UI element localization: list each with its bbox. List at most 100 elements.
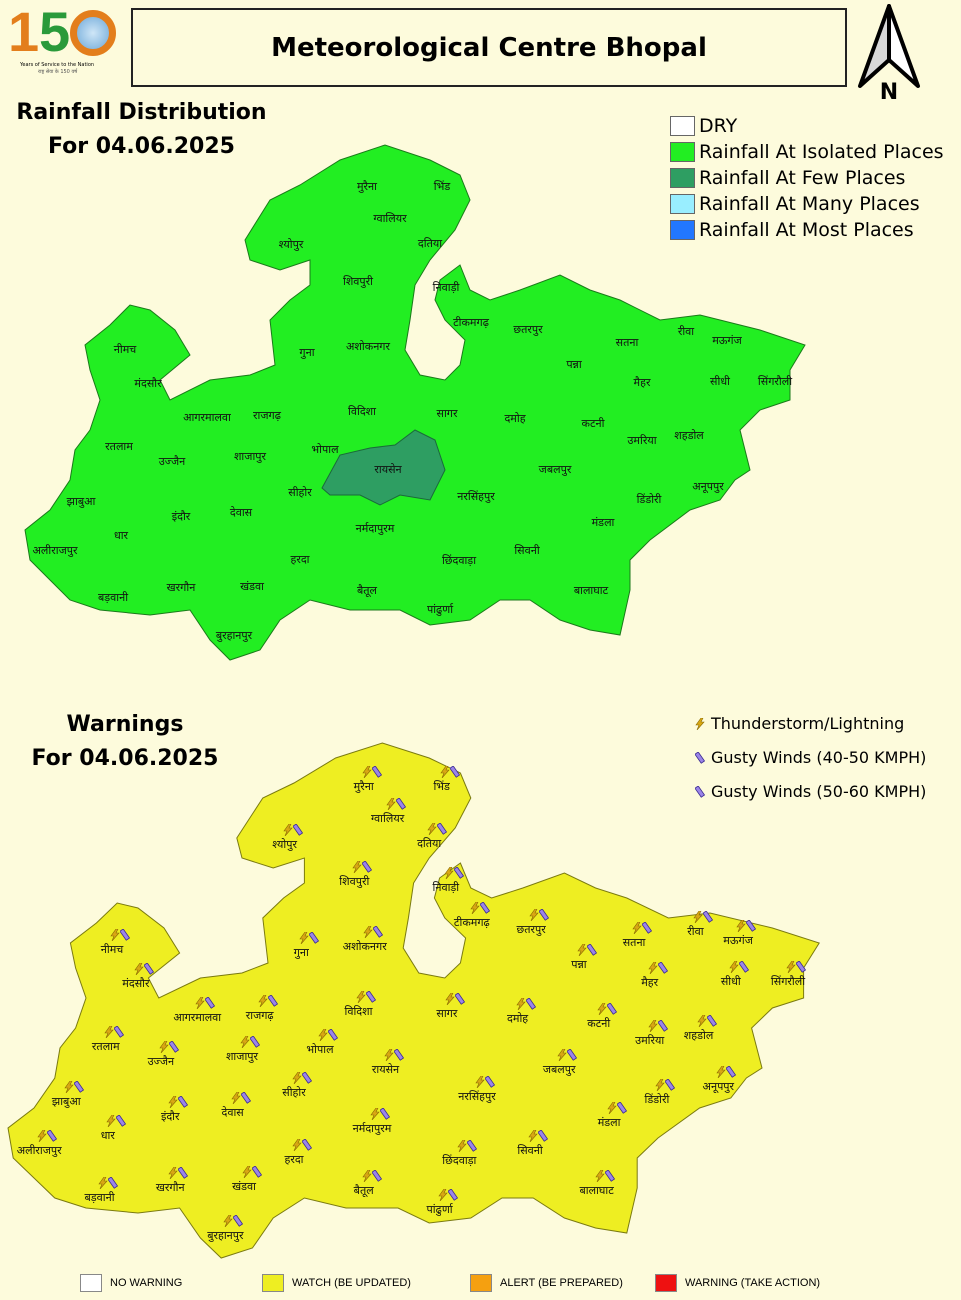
lightning-icon (299, 932, 309, 944)
warnings-title: Warnings For 04.06.2025 (10, 708, 240, 776)
lightning-icon (695, 718, 705, 730)
wind-icon (252, 1166, 263, 1178)
wind-icon (178, 1096, 189, 1108)
lightning-icon (470, 902, 480, 914)
lightning-icon (736, 920, 746, 932)
district-label: बड़वानी (84, 1191, 115, 1204)
district-label: मैहर (633, 376, 651, 389)
wind-icon (113, 1026, 124, 1038)
district-label: भोपाल (311, 443, 339, 456)
district-label: उज्जैन (158, 455, 186, 468)
lightning-icon (168, 1096, 178, 1108)
wind-icon (726, 1066, 737, 1078)
legend-label: Gusty Winds (50-60 KMPH) (711, 782, 927, 801)
lightning-icon (363, 926, 373, 938)
district-label: मंदसौर (134, 377, 162, 390)
lightning-icon (134, 963, 144, 975)
wind-icon (143, 963, 154, 975)
lightning-icon (318, 1029, 328, 1041)
warning-level-item: NO WARNING (80, 1274, 182, 1292)
district-label: देवास (221, 1106, 244, 1119)
district-label: निवाड़ी (432, 881, 460, 894)
wind-icon (617, 1102, 628, 1114)
lightning-icon (383, 1049, 394, 1061)
rainfall-date: For 04.06.2025 (48, 134, 235, 159)
wind-icon (107, 1177, 118, 1189)
district-label: बैतूल (353, 1184, 374, 1197)
rainfall-title: Rainfall Distribution For 04.06.2025 (4, 96, 279, 164)
lightning-icon (457, 1140, 468, 1152)
lightning-icon (729, 961, 739, 973)
wind-icon (115, 1115, 126, 1127)
district-label: उमरिया (635, 1034, 665, 1047)
district-label: बैतूल (356, 584, 378, 597)
lightning-icon (97, 1177, 108, 1189)
district-label: पांढुर्णा (426, 1203, 453, 1216)
district-label: डिंडोरी (636, 493, 662, 506)
wind-icon (746, 920, 757, 932)
district-label: नीमच (113, 343, 137, 356)
wind-icon (372, 926, 383, 938)
lightning-icon (292, 1139, 302, 1151)
district-label: शिवपुरी (342, 275, 374, 288)
wind-icon (74, 1081, 85, 1093)
lightning-icon (528, 1130, 538, 1142)
district-label: दतिया (417, 237, 443, 250)
district-label: बड़वानी (97, 591, 129, 604)
legend-swatch (262, 1274, 284, 1292)
legend-swatch (470, 1274, 492, 1292)
lightning-icon (362, 766, 372, 778)
wind-icon (695, 752, 705, 764)
wind-icon (586, 944, 597, 956)
wind-icon (178, 1167, 189, 1179)
district-label: धार (100, 1129, 115, 1142)
page-title: Meteorological Centre Bhopal (131, 8, 847, 87)
district-label: रायसेन (374, 463, 402, 476)
district-label: पन्ना (566, 358, 582, 371)
wind-icon (449, 766, 460, 778)
district-label: जबलपुर (538, 463, 572, 476)
logo-tagline-hindi: राष्ट्र सेवा के 150 वर्ष (38, 69, 78, 75)
district-label: धार (113, 529, 129, 542)
warning-level-item: ALERT (BE PREPARED) (470, 1274, 623, 1292)
lightning-icon (37, 1130, 47, 1142)
district-label: ग्वालियर (370, 812, 405, 825)
district-label: उज्जैन (147, 1055, 175, 1068)
district-label: शाजापुर (225, 1050, 259, 1063)
lightning-icon (258, 995, 268, 1007)
district-label: उमरिया (627, 434, 657, 447)
district-label: कटनी (587, 1017, 611, 1030)
wind-icon (366, 991, 377, 1003)
district-label: रतलाम (105, 440, 133, 453)
lightning-icon (110, 929, 120, 941)
lightning-icon (597, 1003, 607, 1015)
wind-icon (393, 1049, 404, 1061)
legend-label: WATCH (BE UPDATED) (292, 1277, 411, 1289)
district-label: झाबुआ (66, 495, 96, 508)
lightning-icon (370, 1108, 380, 1120)
legend-swatch (670, 194, 695, 214)
lightning-icon (438, 1189, 448, 1201)
district-label: सीधी (710, 375, 730, 388)
district-label: छिंदवाड़ा (442, 1154, 477, 1167)
wind-icon (453, 867, 464, 879)
wind-icon (657, 962, 668, 974)
district-label: झाबुआ (51, 1095, 81, 1108)
district-label: टीकमगढ़ (453, 316, 489, 329)
logo-tagline: Years of Service to the Nation (20, 62, 95, 68)
wind-icon (205, 997, 216, 1009)
district-label: बालाघाट (573, 584, 609, 597)
wind-icon (250, 1036, 260, 1048)
lightning-icon (356, 991, 367, 1003)
district-label: हरदा (290, 553, 310, 566)
lightning-icon (242, 1166, 252, 1178)
district-label: रतलाम (91, 1040, 120, 1053)
legend-label: Rainfall At Most Places (699, 219, 914, 241)
district-label: राजगढ़ (253, 409, 281, 422)
district-label: मंडला (591, 516, 615, 529)
district-label: सीहोर (288, 486, 312, 499)
district-label: खरगौन (166, 581, 196, 594)
district-label: सीहोर (282, 1086, 306, 1099)
district-label: श्योपुर (272, 838, 297, 851)
district-label: खंडवा (240, 580, 264, 593)
